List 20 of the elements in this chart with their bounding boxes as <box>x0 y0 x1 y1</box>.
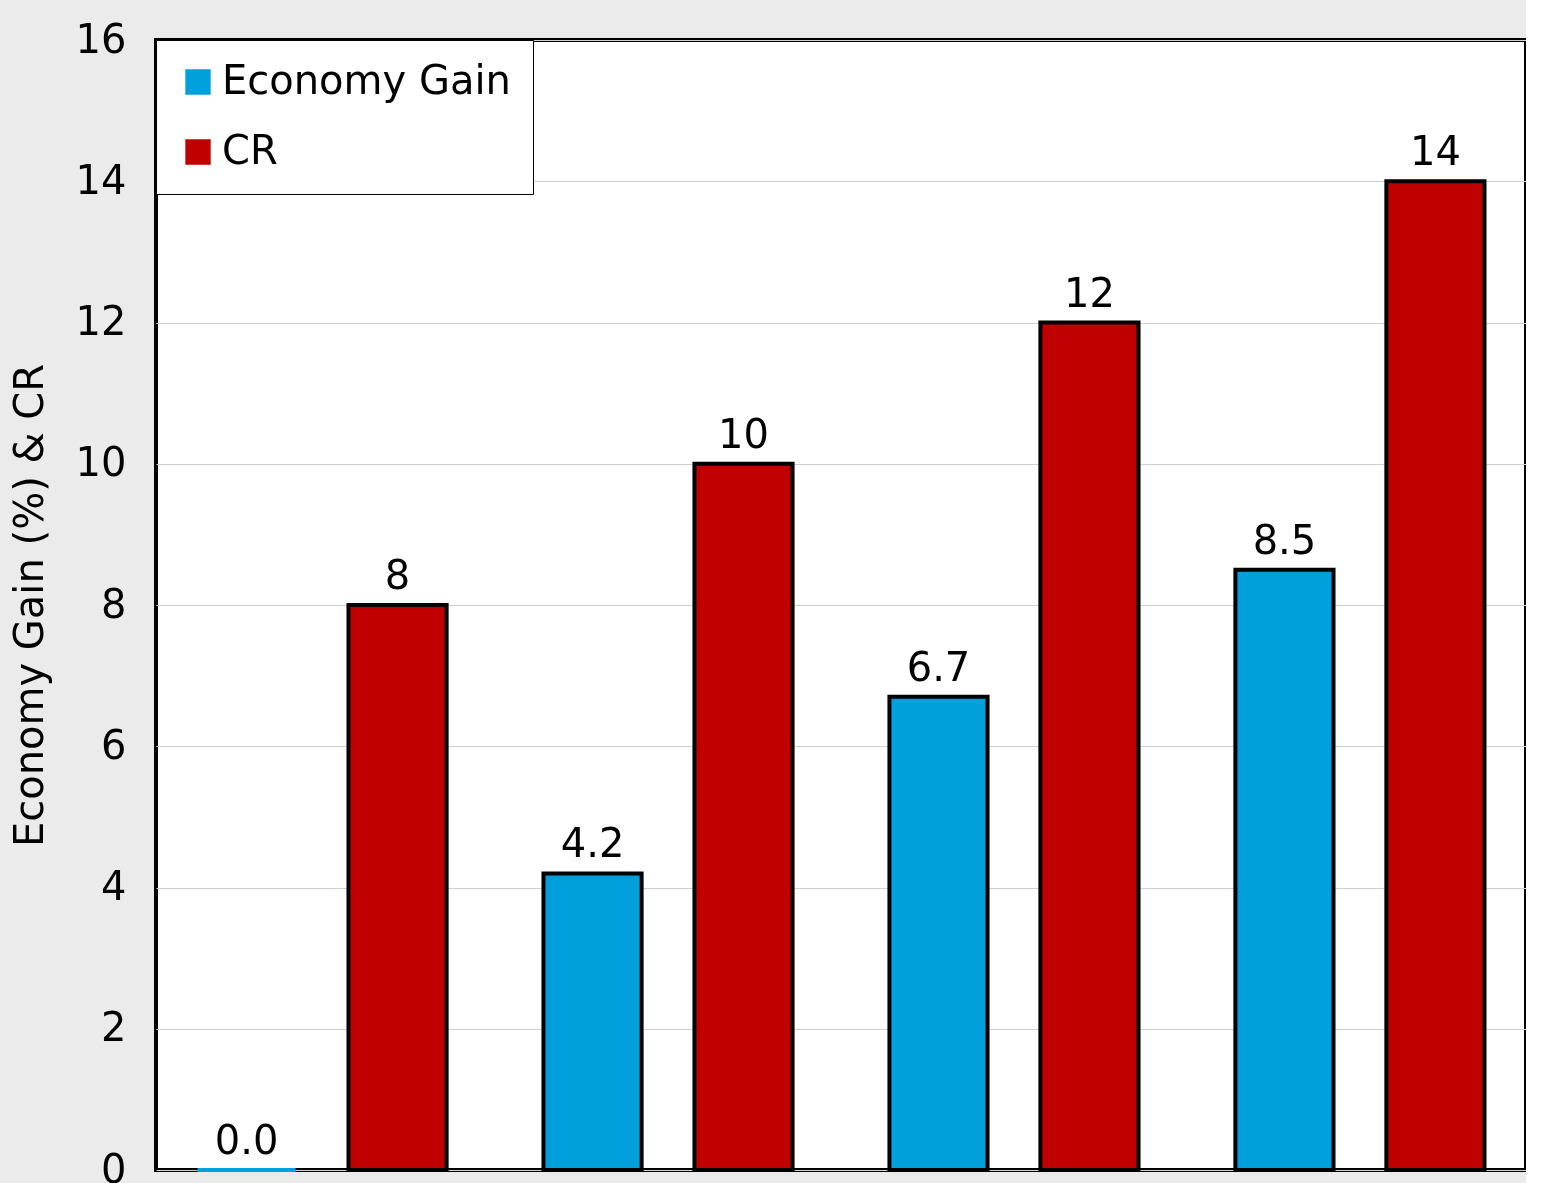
y-tick-label: 4 <box>101 863 127 909</box>
legend-label: CR <box>222 127 278 173</box>
data-label: 12 <box>1064 269 1115 316</box>
y-tick-label: 16 <box>75 15 127 62</box>
legend-label: Economy Gain <box>222 57 511 103</box>
y-tick-label: 14 <box>75 156 127 203</box>
data-label: 8 <box>384 552 411 598</box>
y-tick-label: 12 <box>75 298 127 344</box>
data-label: 14 <box>1409 128 1461 175</box>
y-tick-label: 2 <box>101 1004 127 1051</box>
y-tick-label: 0 <box>101 1145 127 1183</box>
y-tick-label: 8 <box>101 580 127 627</box>
data-label: 0.0 <box>214 1117 279 1163</box>
y-axis-title: Economy Gain (%) & CR <box>5 363 52 848</box>
data-label: 8.5 <box>1252 516 1317 563</box>
data-label: 6.7 <box>906 643 971 690</box>
y-tick-label: 10 <box>75 439 127 486</box>
y-tick-label: 6 <box>101 721 127 768</box>
data-label: 4.2 <box>560 820 625 867</box>
data-label: 10 <box>718 410 769 457</box>
